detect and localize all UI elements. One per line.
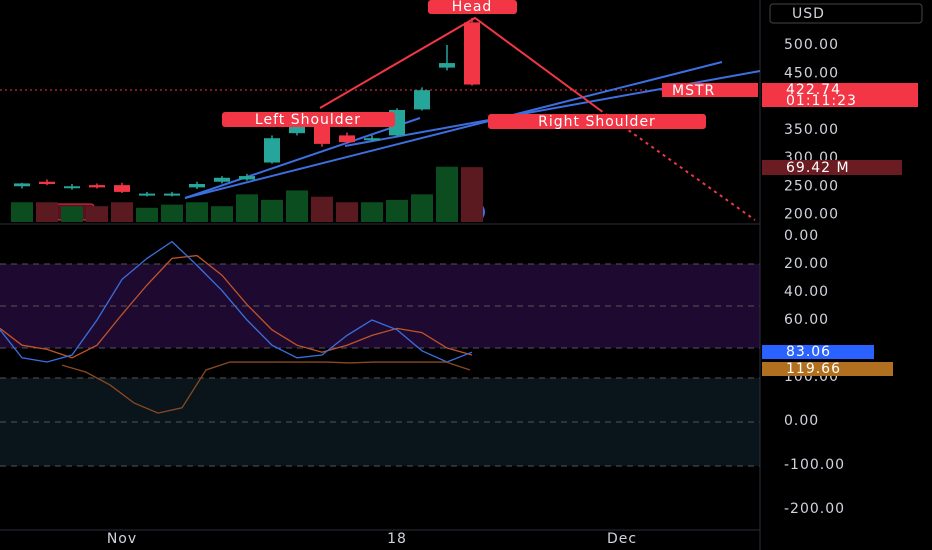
candle-body: [339, 135, 355, 143]
volume-bar: [111, 202, 133, 222]
candle-body: [39, 181, 55, 184]
candle-body: [64, 186, 80, 189]
candle-body: [164, 193, 180, 196]
price-box: [762, 83, 918, 107]
volume-label: 69.42 M: [786, 160, 850, 176]
oscillator-tick: 0.00: [784, 228, 819, 244]
head-lines: [319, 16, 601, 111]
volume-bar: [161, 204, 183, 222]
volume-bar: [336, 202, 358, 222]
currency: USD: [792, 6, 825, 22]
candle-body: [139, 193, 155, 196]
right-shoulder-box: [488, 114, 706, 129]
volume-bar: [286, 190, 308, 222]
candle-body: [439, 63, 455, 68]
price-tick: 450.00: [784, 65, 839, 81]
momentum-tick: -200.00: [784, 501, 845, 517]
head-box: [428, 0, 517, 14]
volume-bar: [311, 196, 333, 222]
momentum-line: [61, 361, 471, 414]
time-label: Nov: [107, 531, 137, 547]
volume-bar: [236, 194, 258, 222]
momentum-tick: 0.00: [784, 413, 819, 429]
price-tick: 500.00: [784, 37, 839, 53]
countdown: 01:11:23: [786, 93, 857, 109]
blue-line: [0, 240, 473, 363]
candle-body: [89, 185, 105, 188]
volume-bar: [436, 166, 458, 222]
price-tick: 250.00: [784, 178, 839, 194]
orange-line: [0, 254, 473, 359]
volume-bar: [86, 206, 108, 222]
candle-body: [414, 90, 430, 110]
oscillator-tick: 40.00: [784, 284, 829, 300]
volume-bar: [261, 199, 283, 222]
time-label: 18: [387, 531, 407, 547]
volume-bar: [61, 206, 83, 222]
volume-bar: [186, 202, 208, 222]
volume-bar: [386, 199, 408, 222]
symbol: MSTR: [672, 83, 715, 99]
right-shoulder-label: Right Shoulder: [538, 114, 656, 130]
last-price: 422.74: [786, 82, 841, 98]
volume-box: [762, 160, 902, 175]
momentum-box: [762, 362, 893, 376]
candle-body: [464, 22, 480, 85]
volume-bar: [361, 202, 383, 222]
symbol-box: [662, 83, 758, 97]
oscillator-tick: 60.00: [784, 312, 829, 328]
candle-body: [314, 126, 330, 144]
head-label: Head: [452, 0, 493, 15]
oscillator-tick: 20.00: [784, 256, 829, 272]
candle-body: [364, 138, 380, 141]
candle-body: [264, 138, 280, 163]
volume-bar: [411, 194, 433, 222]
currency-button[interactable]: [769, 3, 923, 24]
candle-body: [289, 126, 305, 134]
volume-bar: [136, 207, 158, 222]
blue-label: 83.06: [786, 344, 831, 360]
left-shoulder-label: Left Shoulder: [255, 112, 361, 128]
blue-box: [762, 345, 874, 359]
candle-body: [214, 177, 230, 182]
volume-bar: [211, 206, 233, 222]
volume-bar: [36, 202, 58, 222]
volume-bar: [11, 202, 33, 222]
price-tick: 200.00: [784, 207, 839, 223]
candle-body: [189, 183, 205, 188]
candle-body: [239, 176, 255, 180]
momentum-tick: -100.00: [784, 457, 845, 473]
time-label: Dec: [607, 531, 637, 547]
left-shoulder-box: [222, 112, 395, 127]
band-lines: [0, 263, 760, 467]
price-tick: 350.00: [784, 122, 839, 138]
candle-body: [114, 185, 130, 192]
volume-bar: [461, 167, 483, 222]
candle-body: [14, 183, 30, 187]
momentum-label: 119.66: [786, 361, 841, 377]
